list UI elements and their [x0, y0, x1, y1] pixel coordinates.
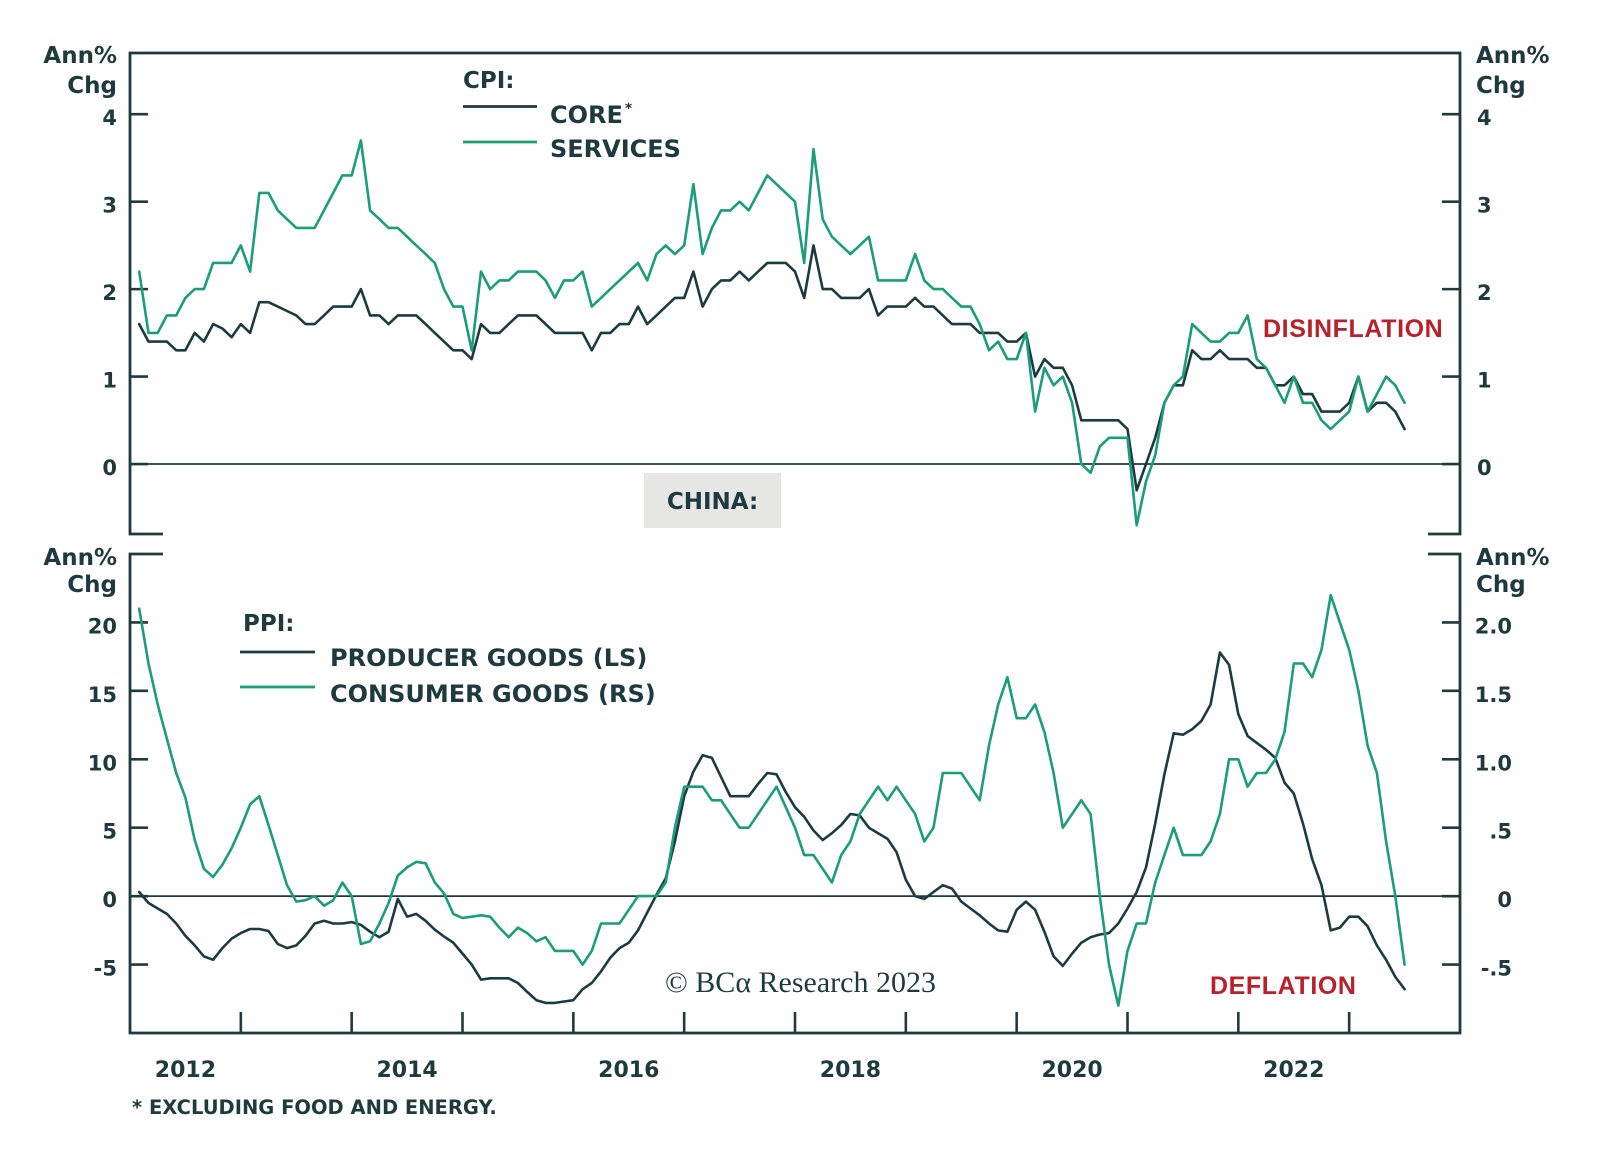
top-panel-frame: [128, 51, 1462, 536]
copyright-notice: © BCα Research 2023: [665, 966, 936, 999]
y-tick-label-right: 1: [1477, 369, 1492, 393]
y-tick-label-left: 0: [102, 456, 117, 480]
y-tick-label-right: .5: [1489, 820, 1512, 844]
x-tick-label: 2018: [820, 1058, 881, 1083]
legend-label-core: CORE *: [550, 101, 633, 129]
x-tick-label: 2022: [1263, 1058, 1324, 1083]
x-tick-label: 2016: [598, 1058, 659, 1083]
y-tick-label-right: 2.0: [1475, 614, 1512, 638]
y-tick-label-left: 5: [102, 820, 117, 844]
y-tick-label-left: 1: [102, 369, 117, 393]
legend-title-cpi: CPI:: [463, 68, 515, 94]
y-tick-label-left: 15: [88, 683, 117, 707]
y-tick-label-right: -.5: [1481, 957, 1512, 981]
footnote-marker: *: [625, 101, 633, 117]
series-line-core: [137, 244, 1406, 492]
tick-labels: 0 1 2 3 4 0 1 2 3 4 -5 0 5 10 15 20 -.5 0 .5 1.0 1.5 2.0 2012 2…: [88, 106, 1512, 1083]
ppi-legend: PPI: PRODUCER GOODS (LS) CONSUMER GOODS …: [240, 611, 656, 708]
panel-label: CHINA:: [667, 489, 758, 515]
annotation-disinflation: DISINFLATION: [1263, 315, 1443, 343]
bottom-left-axis-title-line2: Chg: [67, 572, 117, 598]
bottom-right-axis-title-line1: Ann%: [1476, 545, 1550, 571]
series-line-consumer-goods: [137, 593, 1406, 1007]
legend-title-ppi: PPI:: [243, 611, 294, 637]
panel-label-background: [644, 473, 781, 528]
annotation-deflation: DEFLATION: [1210, 972, 1357, 1000]
y-tick-label-right: 2: [1477, 281, 1492, 305]
y-tick-label-right: 0: [1477, 456, 1492, 480]
cpi-legend: CPI: CORE * SERVICES: [463, 68, 681, 163]
top-left-axis-title-line1: Ann%: [43, 43, 117, 69]
y-tick-label-left: 4: [102, 106, 117, 130]
y-tick-label-right: 4: [1477, 106, 1492, 130]
y-tick-label-left: 0: [102, 888, 117, 912]
series-line-producer-goods: [137, 651, 1406, 1005]
bottom-right-axis-title-line2: Chg: [1476, 572, 1526, 598]
footnote: * EXCLUDING FOOD AND ENERGY.: [132, 1096, 497, 1119]
bottom-left-axis-title-line1: Ann%: [43, 545, 117, 571]
y-tick-label-left: 2: [102, 281, 117, 305]
y-tick-label-left: 3: [102, 194, 117, 218]
y-tick-label-right: 3: [1477, 194, 1492, 218]
top-right-axis-title-line1: Ann%: [1476, 43, 1550, 69]
y-tick-label-right: 1.5: [1475, 683, 1512, 707]
legend-label-consumer-goods: CONSUMER GOODS (RS): [330, 680, 656, 708]
top-right-axis-title-line2: Chg: [1476, 73, 1526, 99]
y-tick-label-left: 10: [88, 751, 117, 775]
legend-label-services: SERVICES: [550, 135, 681, 163]
series-layer: [137, 139, 1406, 1007]
y-tick-label-right: 1.0: [1475, 751, 1512, 775]
y-tick-label-left: 20: [88, 614, 117, 638]
top-left-axis-title-line2: Chg: [67, 73, 117, 99]
y-tick-label-right: 0: [1497, 888, 1512, 912]
y-tick-label-left: -5: [94, 957, 117, 981]
series-line-services: [137, 139, 1406, 527]
ticks-layer: [130, 112, 1460, 1033]
x-tick-label: 2020: [1041, 1058, 1102, 1083]
bottom-panel-frame: [128, 552, 1462, 1035]
panel-label-box: CHINA:: [644, 473, 781, 528]
legend-label-producer-goods: PRODUCER GOODS (LS): [330, 644, 647, 672]
x-tick-label: 2012: [155, 1058, 216, 1083]
x-tick-label: 2014: [376, 1058, 437, 1083]
legend-label-core-text: CORE: [550, 101, 623, 129]
